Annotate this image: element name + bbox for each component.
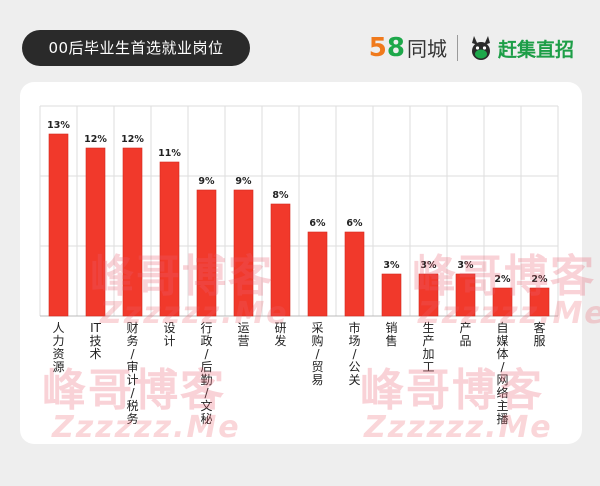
bar: [233, 189, 254, 317]
bar: [159, 161, 180, 317]
chart-card: 13% 人力资源 12% IT 技术 12% 财务/审计/税务 11% 设计 9% 行政/后勤/文秘…: [20, 82, 582, 444]
data-label: 12%: [84, 134, 107, 145]
data-label: 13%: [47, 120, 70, 131]
bar: [122, 147, 143, 317]
x-tick-label: 采购/贸易: [311, 321, 323, 387]
data-label: 3%: [457, 260, 474, 271]
data-label: 8%: [272, 190, 289, 201]
x-tick-label: 运营: [237, 321, 249, 348]
x-tick-label: 销售: [385, 321, 397, 348]
x-tick-label: 人力资源: [52, 321, 64, 374]
bar: [48, 133, 69, 317]
chart-title-pill: 00后毕业生首选就业岗位: [22, 30, 250, 66]
ganji-donkey-icon: [471, 36, 490, 60]
logo-ganji: 赶集直招: [468, 34, 574, 62]
bar: [307, 231, 328, 317]
logo-divider: [456, 35, 458, 61]
bar: [492, 287, 513, 317]
bar: [455, 273, 476, 317]
bar: [381, 273, 402, 317]
x-tick-label: 生产加工: [422, 321, 434, 374]
bar: [270, 203, 291, 317]
bar: [196, 189, 217, 317]
x-tick-label: 财务/审计/税务: [126, 321, 138, 426]
data-label: 2%: [531, 274, 548, 285]
data-label: 3%: [420, 260, 437, 271]
data-label: 3%: [383, 260, 400, 271]
x-tick-label: 研发: [274, 321, 286, 348]
x-tick-label: 市场/公关: [348, 320, 360, 387]
x-tick-label: 产品: [459, 321, 471, 348]
logo-58-digit-five: 5: [368, 33, 387, 63]
x-tick-label: 自媒体/网络主播: [496, 321, 508, 426]
data-label: 2%: [494, 274, 511, 285]
bar: [529, 287, 550, 317]
logo-58tongcheng: 5 8 同城: [369, 33, 447, 63]
data-label: 9%: [235, 176, 252, 187]
data-label: 11%: [158, 148, 181, 159]
bar: [85, 147, 106, 317]
x-tick-label: 客服: [533, 320, 545, 348]
logo-ganji-text: 赶集直招: [497, 38, 574, 61]
brand-logos: 5 8 同城 赶集直招: [369, 28, 574, 68]
data-label: 9%: [198, 176, 215, 187]
data-label: 6%: [309, 218, 326, 229]
x-tick-label: 行政/后勤/文秘: [200, 321, 212, 426]
data-label: 6%: [346, 218, 363, 229]
x-tick-label: IT 技术: [89, 321, 101, 361]
x-tick-label: 设计: [163, 321, 175, 348]
logo-58-text: 同城: [406, 37, 447, 61]
bar-chart: 13% 人力资源 12% IT 技术 12% 财务/审计/税务 11% 设计 9% 行政/后勤/文秘…: [39, 105, 559, 426]
bar: [344, 231, 365, 317]
bar: [418, 273, 439, 317]
data-label: 12%: [121, 134, 144, 145]
logo-58-digit-eight: 8: [386, 33, 405, 63]
